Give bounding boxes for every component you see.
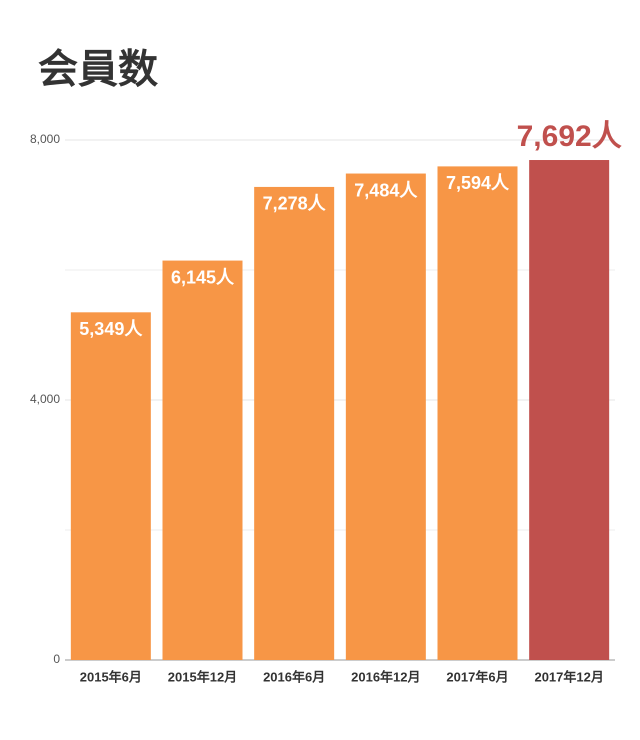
x-tick-label: 2016年6月 xyxy=(263,669,325,684)
y-tick-label: 4,000 xyxy=(30,392,60,406)
x-tick-label: 2017年12月 xyxy=(534,669,603,684)
bar xyxy=(254,186,335,660)
x-tick-label: 2015年12月 xyxy=(168,669,237,684)
data-label: 7,692人 xyxy=(517,120,622,153)
bar xyxy=(345,173,426,661)
chart-title: 会員数 xyxy=(38,48,158,92)
data-label: 6,145人 xyxy=(171,267,235,287)
bar xyxy=(70,312,151,660)
data-label: 5,349人 xyxy=(79,319,143,339)
bar xyxy=(529,160,610,660)
y-tick-label: 8,000 xyxy=(30,132,60,146)
data-label: 7,484人 xyxy=(354,180,418,200)
x-tick-label: 2017年6月 xyxy=(446,669,508,684)
y-tick-label: 0 xyxy=(53,652,60,666)
data-label: 7,594人 xyxy=(446,173,510,193)
bar xyxy=(162,260,243,660)
x-tick-label: 2016年12月 xyxy=(351,669,420,684)
data-label: 7,278人 xyxy=(263,194,327,214)
bar xyxy=(437,166,518,660)
x-tick-label: 2015年6月 xyxy=(80,669,142,684)
